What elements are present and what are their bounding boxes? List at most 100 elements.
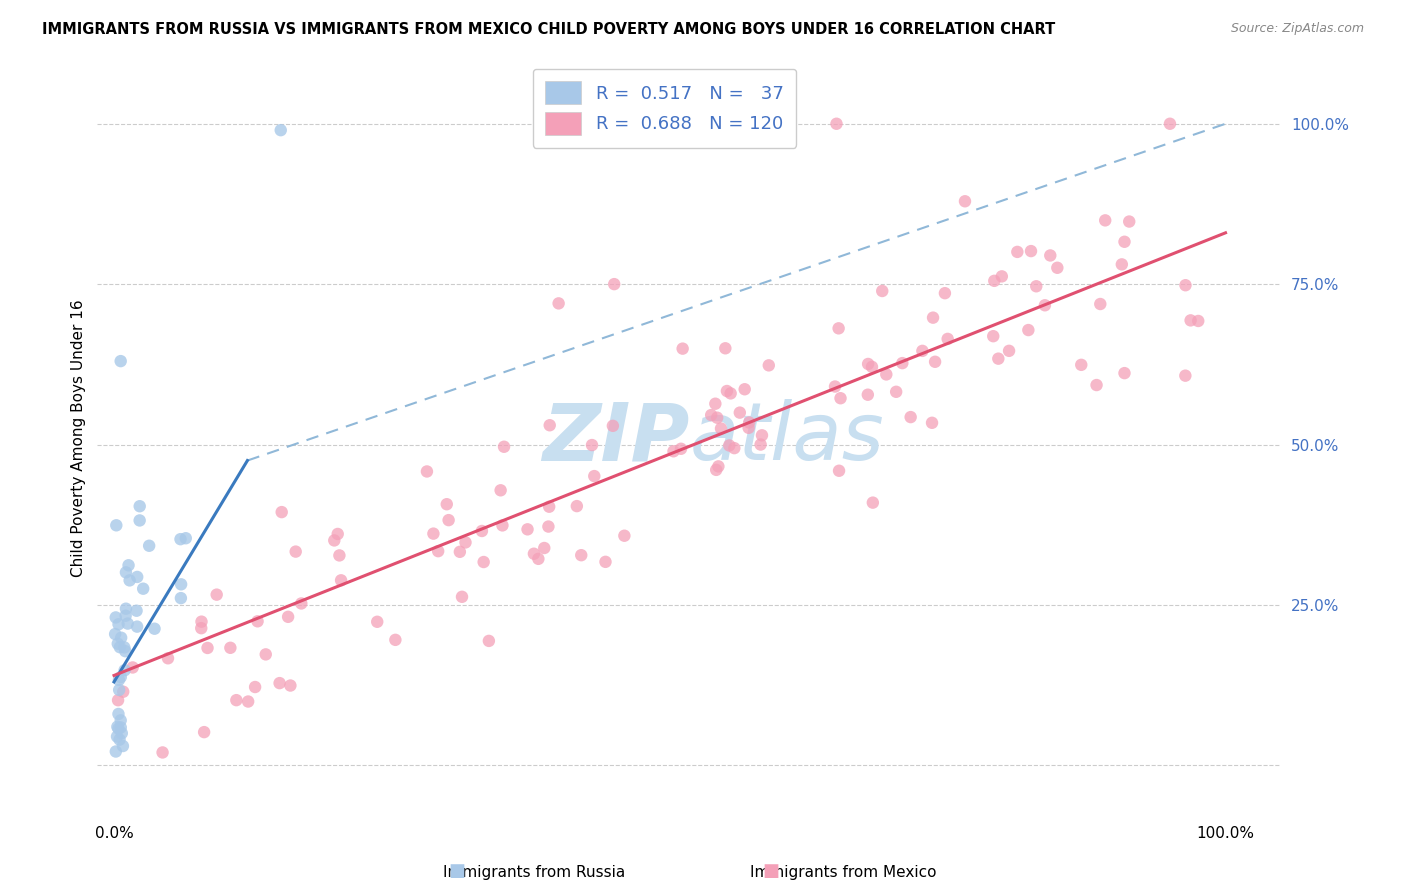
Point — [900, 410, 922, 425]
Point — [107, 722, 129, 736]
Point — [449, 545, 471, 559]
Point — [720, 386, 742, 401]
Point — [830, 391, 852, 405]
Point — [454, 535, 477, 549]
Point — [323, 533, 346, 548]
Point — [190, 621, 212, 635]
Point — [107, 637, 129, 651]
Point — [112, 640, 135, 655]
Point — [704, 397, 727, 411]
Point — [602, 418, 624, 433]
Point — [108, 640, 131, 655]
Point — [565, 499, 588, 513]
Point — [704, 463, 727, 477]
Point — [987, 351, 1010, 366]
Point — [1025, 279, 1047, 293]
Point — [104, 610, 127, 624]
Point — [416, 465, 439, 479]
Point — [277, 610, 299, 624]
Point — [104, 627, 127, 641]
Point — [225, 693, 247, 707]
Point — [998, 343, 1021, 358]
Point — [706, 410, 728, 425]
Point — [107, 706, 129, 721]
Point — [922, 310, 945, 325]
Point — [117, 558, 139, 573]
Point — [723, 441, 745, 455]
Point — [489, 483, 512, 498]
Point — [138, 539, 160, 553]
Point — [270, 505, 292, 519]
Point — [1033, 298, 1056, 312]
Point — [330, 574, 353, 588]
Point — [170, 577, 193, 591]
Point — [128, 500, 150, 514]
Point — [953, 194, 976, 209]
Point — [128, 513, 150, 527]
Point — [1085, 378, 1108, 392]
Point — [132, 582, 155, 596]
Point — [121, 660, 143, 674]
Point — [828, 464, 851, 478]
Point — [710, 421, 733, 435]
Point — [758, 359, 780, 373]
Point — [856, 357, 879, 371]
Point — [911, 343, 934, 358]
Point — [169, 532, 191, 546]
Point — [451, 590, 474, 604]
Point — [107, 693, 129, 707]
Point — [110, 631, 132, 645]
Point — [1118, 214, 1140, 228]
Point — [1187, 314, 1209, 328]
Point — [718, 438, 741, 452]
Text: Immigrants from Mexico: Immigrants from Mexico — [751, 865, 936, 880]
Point — [827, 321, 849, 335]
Point — [1111, 257, 1133, 271]
Point — [492, 440, 515, 454]
Point — [366, 615, 388, 629]
Point — [934, 286, 956, 301]
Point — [825, 117, 848, 131]
Point — [1094, 213, 1116, 227]
Point — [921, 416, 943, 430]
Point — [672, 342, 695, 356]
Point — [110, 721, 132, 735]
Point — [613, 529, 636, 543]
Point — [115, 601, 138, 615]
Point — [254, 648, 277, 662]
Text: ZIP: ZIP — [541, 399, 689, 477]
Point — [127, 570, 149, 584]
Point — [1007, 244, 1029, 259]
Point — [471, 524, 494, 538]
Point — [523, 547, 546, 561]
Point — [569, 548, 592, 562]
Point — [326, 527, 349, 541]
Point — [143, 622, 166, 636]
Point — [236, 694, 259, 708]
Point — [174, 531, 197, 545]
Point — [662, 444, 685, 458]
Point — [516, 522, 538, 536]
Text: ■: ■ — [449, 863, 465, 880]
Point — [108, 682, 131, 697]
Text: Immigrants from Russia: Immigrants from Russia — [443, 865, 626, 880]
Point — [737, 421, 759, 435]
Point — [860, 359, 883, 374]
Point — [170, 591, 193, 606]
Point — [193, 725, 215, 739]
Point — [700, 408, 723, 422]
Point — [595, 555, 617, 569]
Point — [243, 680, 266, 694]
Point — [111, 739, 134, 753]
Point — [527, 552, 550, 566]
Point — [991, 269, 1014, 284]
Point — [152, 746, 174, 760]
Point — [983, 274, 1005, 288]
Point — [547, 296, 569, 310]
Point — [856, 387, 879, 401]
Point — [104, 745, 127, 759]
Point — [118, 574, 141, 588]
Point — [110, 670, 132, 684]
Point — [1180, 313, 1202, 327]
Point — [115, 566, 138, 580]
